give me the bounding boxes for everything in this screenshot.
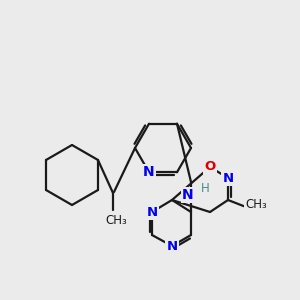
Text: N: N [182, 188, 194, 202]
Text: N: N [143, 165, 155, 179]
Text: H: H [201, 182, 209, 194]
Text: N: N [222, 172, 234, 184]
Text: CH₃: CH₃ [105, 214, 127, 226]
Text: CH₃: CH₃ [245, 197, 267, 211]
Text: N: N [146, 206, 158, 218]
Text: N: N [167, 239, 178, 253]
Text: O: O [204, 160, 216, 173]
